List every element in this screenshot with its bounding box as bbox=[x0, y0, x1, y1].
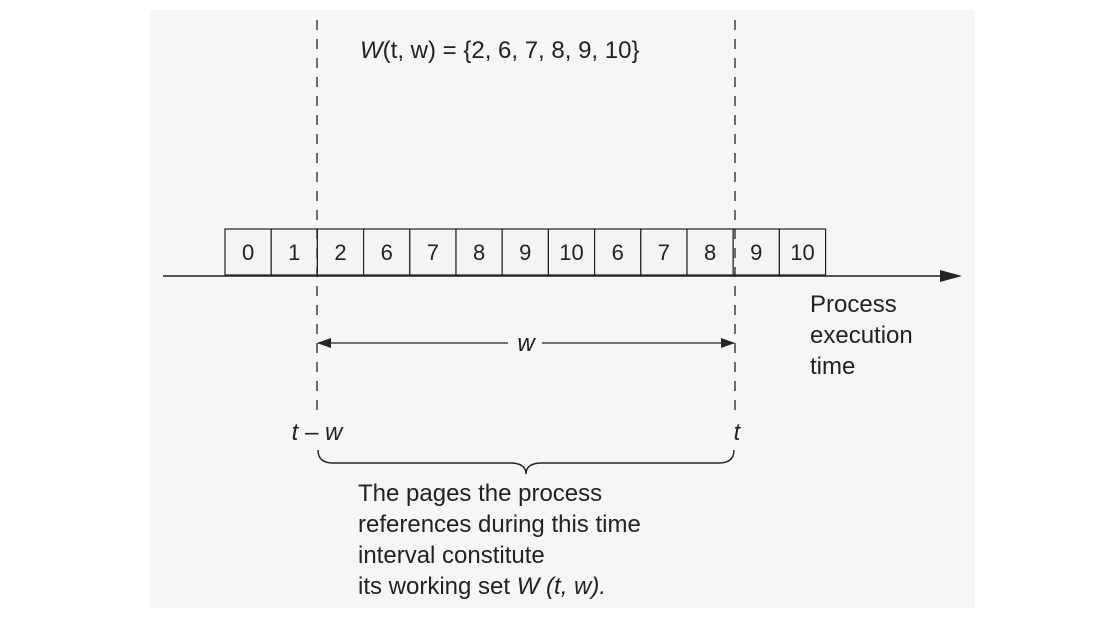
page-cell: 7 bbox=[409, 228, 457, 276]
page-cell-box bbox=[455, 228, 503, 276]
axis-label-line2: execution bbox=[810, 322, 913, 349]
page-cell: 7 bbox=[640, 228, 688, 276]
page-cell-box bbox=[778, 228, 827, 276]
caption-line2: references during this time bbox=[358, 511, 641, 538]
page-cell-box bbox=[316, 228, 365, 276]
window-start-marker: t – w bbox=[292, 419, 344, 446]
page-cell: 9 bbox=[732, 228, 781, 276]
page-number: 7 bbox=[658, 240, 670, 265]
page-cell-box bbox=[640, 228, 688, 276]
page-cell-box bbox=[363, 228, 411, 276]
page-number: 9 bbox=[519, 240, 531, 265]
page-cell-box bbox=[501, 228, 550, 276]
page-number: 6 bbox=[612, 240, 624, 265]
page-number: 10 bbox=[559, 240, 583, 265]
axis-label-line3: time bbox=[810, 353, 855, 380]
page-number: 0 bbox=[242, 240, 254, 265]
page-cell: 8 bbox=[455, 228, 503, 276]
page-number: 7 bbox=[427, 240, 439, 265]
page-cell: 9 bbox=[501, 228, 550, 276]
page-number: 8 bbox=[473, 240, 485, 265]
page-cell-box bbox=[732, 228, 781, 276]
page-cell: 1 bbox=[270, 228, 319, 276]
page-cell: 6 bbox=[593, 228, 642, 276]
window-end-marker: t bbox=[734, 419, 742, 446]
page-cell-box bbox=[409, 228, 457, 276]
page-number: 1 bbox=[288, 240, 300, 265]
diagram-background bbox=[150, 10, 975, 608]
page-number: 10 bbox=[790, 240, 814, 265]
page-number: 8 bbox=[704, 240, 716, 265]
page-number: 9 bbox=[750, 240, 762, 265]
axis-label-line1: Process bbox=[810, 291, 897, 318]
page-number: 2 bbox=[334, 240, 346, 265]
page-cell: 8 bbox=[686, 228, 734, 276]
working-set-formula: W(t, w) = {2, 6, 7, 8, 9, 10} bbox=[360, 37, 639, 64]
page-cell: 0 bbox=[224, 228, 272, 276]
time-axis-arrowhead bbox=[940, 270, 962, 282]
page-cell: 2 bbox=[316, 228, 365, 276]
caption-line3: interval constitute bbox=[358, 542, 545, 569]
page-reference-string: 0 1 2 6 7 8 9 10 6 7 8 9 10 bbox=[224, 228, 827, 276]
caption-line1: The pages the process bbox=[358, 480, 602, 507]
page-cell-box bbox=[224, 228, 272, 276]
page-cell: 6 bbox=[363, 228, 411, 276]
page-cell-box bbox=[593, 228, 642, 276]
page-cell: 10 bbox=[547, 228, 596, 276]
page-cell: 10 bbox=[778, 228, 827, 276]
page-number: 6 bbox=[381, 240, 393, 265]
window-size-label: w bbox=[517, 330, 536, 357]
caption-line4: its working set W (t, w). bbox=[358, 573, 606, 600]
interval-brace bbox=[317, 449, 735, 475]
